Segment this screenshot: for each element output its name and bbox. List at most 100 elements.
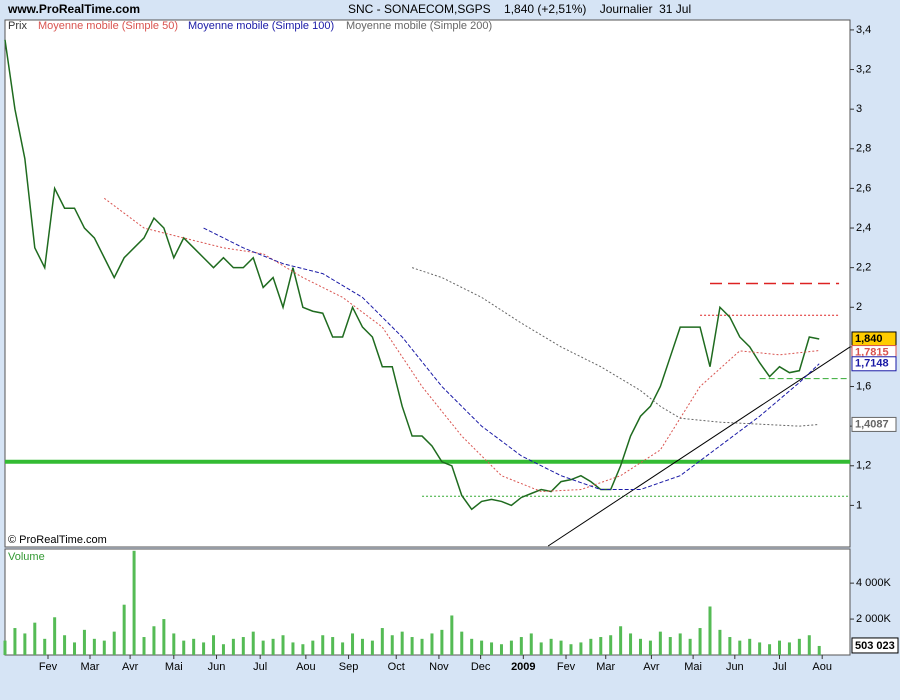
volume-bar	[440, 629, 444, 655]
x-tick-label: Aou	[812, 661, 832, 673]
volume-bar	[251, 631, 255, 655]
x-tick-label: Nov	[429, 661, 449, 673]
legend-entry: Moyenne mobile (Simple 200)	[346, 20, 492, 32]
price-line	[4, 39, 820, 511]
y-tick-label: 2,4	[856, 222, 871, 234]
volume-tick-label: 2 000K	[856, 613, 892, 625]
last-value-label: 1,7148	[855, 358, 889, 370]
volume-bar	[370, 640, 374, 655]
price-panel	[4, 19, 851, 548]
y-tick-label: 1,6	[856, 380, 871, 392]
volume-bar	[152, 626, 156, 655]
y-tick-label: 3	[856, 103, 862, 115]
moving-average	[411, 267, 820, 427]
volume-bar	[748, 638, 752, 655]
volume-bar	[390, 635, 394, 655]
volume-bar	[559, 640, 563, 655]
volume-bar	[63, 635, 67, 655]
x-tick-label: Mai	[684, 661, 702, 673]
volume-bar	[53, 617, 57, 655]
volume-bar	[311, 640, 315, 655]
x-tick-label: Sep	[339, 661, 359, 673]
volume-bar	[698, 628, 702, 655]
x-tick-label: Jul	[772, 661, 786, 673]
last-volume-box	[851, 637, 899, 654]
moving-average	[203, 227, 820, 491]
volume-bar	[638, 638, 642, 655]
x-tick-label: Mar	[596, 661, 615, 673]
volume-bar	[341, 642, 345, 655]
y-tick-label: 3,2	[856, 63, 871, 75]
volume-bar	[3, 640, 7, 655]
volume-bar	[539, 642, 543, 655]
volume-bar	[778, 640, 782, 655]
volume-panel	[4, 548, 851, 656]
volume-bar	[490, 642, 494, 655]
x-tick-label: Aou	[296, 661, 316, 673]
last-value-label: 1,840	[855, 333, 883, 345]
volume-bar	[450, 615, 454, 655]
volume-bar	[400, 631, 404, 655]
x-tick-label: Avr	[122, 661, 139, 673]
x-tick-label: Fev	[39, 661, 58, 673]
volume-bar	[122, 604, 126, 655]
volume-bar	[480, 640, 484, 655]
volume-bar	[420, 638, 424, 655]
volume-bar	[112, 631, 116, 655]
trendline	[547, 346, 851, 547]
volume-bar	[132, 550, 136, 655]
volume-bar	[221, 644, 225, 655]
x-tick-label: Dec	[471, 661, 491, 673]
volume-bar	[192, 638, 196, 655]
volume-bar	[599, 637, 603, 655]
volume-bar	[619, 626, 623, 655]
volume-tick-label: 4 000K	[856, 577, 892, 589]
volume-bar	[281, 635, 285, 655]
x-tick-label: Avr	[643, 661, 660, 673]
x-tick-label: Mai	[165, 661, 183, 673]
volume-bar	[708, 606, 712, 655]
volume-bar	[728, 637, 732, 655]
legend-entry: Moyenne mobile (Simple 50)	[38, 20, 178, 32]
x-tick-label: Oct	[388, 661, 405, 673]
volume-bar	[172, 633, 176, 655]
volume-bar	[817, 645, 821, 655]
legend-entry: Prix	[8, 20, 27, 32]
volume-bar	[629, 633, 633, 655]
volume-bar	[718, 629, 722, 655]
volume-bar	[758, 642, 762, 655]
volume-bar	[351, 633, 355, 655]
volume-bar	[142, 637, 146, 655]
volume-bar	[529, 633, 533, 655]
x-tick-label: 2009	[511, 661, 535, 673]
y-tick-label: 2,6	[856, 182, 871, 194]
volume-bar	[807, 635, 811, 655]
volume-bar	[202, 642, 206, 655]
volume-bar	[231, 638, 235, 655]
volume-bar	[589, 638, 593, 655]
volume-bar	[331, 637, 335, 655]
volume-bar	[33, 622, 37, 655]
volume-bar	[261, 640, 265, 655]
volume-bar	[301, 644, 305, 655]
y-tick-label: 2,2	[856, 262, 871, 274]
volume-bar	[549, 638, 553, 655]
y-tick-label: 2,8	[856, 143, 871, 155]
x-tick-label: Jul	[253, 661, 267, 673]
volume-bar	[688, 638, 692, 655]
volume-bar	[648, 640, 652, 655]
y-tick-label: 1,2	[856, 460, 871, 472]
volume-bar	[43, 638, 47, 655]
y-tick-label: 2	[856, 301, 862, 313]
y-tick-label: 3,4	[856, 24, 871, 36]
volume-bar	[380, 628, 384, 655]
volume-bar	[82, 629, 86, 655]
volume-bar	[460, 631, 464, 655]
volume-bar	[668, 637, 672, 655]
volume-bar	[271, 638, 275, 655]
volume-bar	[102, 640, 106, 655]
volume-bar	[23, 633, 27, 655]
volume-bar	[92, 638, 96, 655]
chart-title: SNC - SONAECOM,SGPS 1,840 (+2,51%) Journ…	[348, 2, 691, 16]
